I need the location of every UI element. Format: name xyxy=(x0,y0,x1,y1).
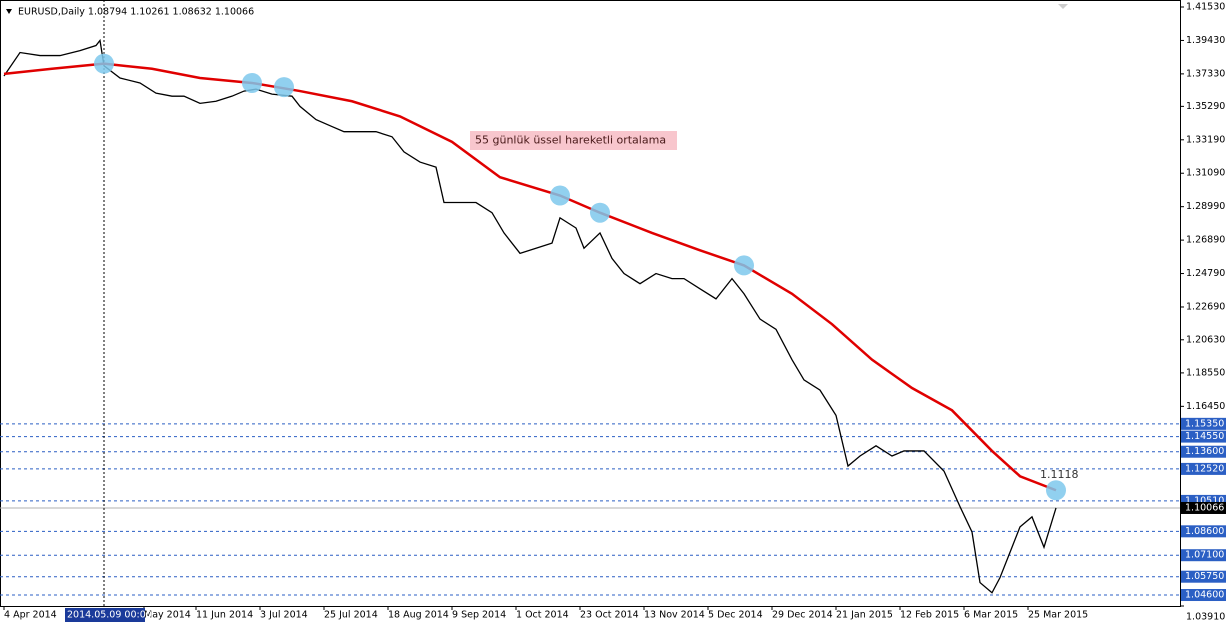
y-tick-label: 1.24790 xyxy=(1186,268,1225,279)
x-tick-label: May 2014 xyxy=(144,610,191,621)
y-tick-label: 1.31090 xyxy=(1186,168,1225,179)
level-label-box xyxy=(1181,417,1226,430)
level-label: 1.08600 xyxy=(1185,526,1224,537)
level-label-box xyxy=(1181,589,1226,602)
x-tick-label: 6 Mar 2015 xyxy=(964,610,1018,621)
price-line xyxy=(3,38,1057,594)
annotation: 55 günlük üssel hareketli ortalama xyxy=(475,134,666,147)
level-label-box xyxy=(1181,430,1226,443)
level-label: 1.12520 xyxy=(1185,463,1224,474)
x-tick-label: 29 Dec 2014 xyxy=(772,610,833,621)
touch-point xyxy=(734,255,754,276)
y-tick-label: 1.26890 xyxy=(1186,235,1225,246)
touch-point xyxy=(590,202,610,223)
ema-value-label: 1.1118 xyxy=(1040,468,1079,481)
menu-triangle xyxy=(6,9,12,14)
touch-point xyxy=(274,77,294,98)
y-tick-label: 1.22690 xyxy=(1186,301,1225,312)
level-label: 1.13600 xyxy=(1185,446,1224,457)
level-label: 1.04600 xyxy=(1185,590,1224,601)
level-label: 1.07100 xyxy=(1185,550,1224,561)
touch-point xyxy=(94,53,114,74)
level-label-box xyxy=(1181,549,1226,562)
chart-header: EURUSD,Daily 1.08794 1.10261 1.08632 1.1… xyxy=(18,7,254,18)
x-tick-label: 3 Jul 2014 xyxy=(260,610,308,621)
y-tick-label: 1.33190 xyxy=(1186,134,1225,145)
x-tick-label: 12 Feb 2015 xyxy=(900,610,959,621)
y-tick-label: 1.16450 xyxy=(1186,401,1225,412)
level-label-box xyxy=(1181,570,1226,583)
x-tick-label: 25 Jul 2014 xyxy=(324,610,378,621)
level-label-box xyxy=(1181,525,1226,538)
x-tick-label: 1 Oct 2014 xyxy=(516,610,569,621)
x-tick-label: 23 Oct 2014 xyxy=(580,610,639,621)
level-label: 1.05750 xyxy=(1185,571,1224,582)
x-tick-label: 9 Sep 2014 xyxy=(452,610,506,621)
x-tick-label: 11 Jun 2014 xyxy=(196,610,253,621)
x-tick-label: 4 Apr 2014 xyxy=(4,610,57,621)
annotation-box xyxy=(470,131,677,150)
x-tick-label: 18 Aug 2014 xyxy=(388,610,449,621)
x-tick-label: 25 Mar 2015 xyxy=(1028,610,1088,621)
plot-frame xyxy=(0,0,1181,607)
y-tick-label: 1.18550 xyxy=(1186,367,1225,378)
current-price-label: 1.10066 xyxy=(1185,502,1224,513)
y-tick-label: 1.03910 xyxy=(1186,612,1225,623)
x-tick-label: 13 Nov 2014 xyxy=(644,610,705,621)
touch-point xyxy=(1046,480,1066,501)
level-label: 1.10510 xyxy=(1185,495,1224,506)
level-label-box xyxy=(1181,445,1226,458)
shift-marker xyxy=(1058,4,1068,9)
current-price-box xyxy=(1181,501,1226,514)
y-tick-label: 1.41530 xyxy=(1186,2,1225,13)
y-tick-label: 1.39430 xyxy=(1186,35,1225,46)
touch-point xyxy=(242,72,262,93)
y-tick-label: 1.35290 xyxy=(1186,101,1225,112)
crosshair-label: 2014.05.09 00:00 xyxy=(67,610,152,621)
level-label: 1.14550 xyxy=(1185,431,1224,442)
x-tick-label: 5 Dec 2014 xyxy=(708,610,763,621)
crosshair-box xyxy=(65,608,145,622)
y-tick-label: 1.28990 xyxy=(1186,201,1225,212)
touch-point xyxy=(550,185,570,206)
x-tick-label: 21 Jan 2015 xyxy=(836,610,893,621)
y-tick-label: 1.37330 xyxy=(1186,68,1225,79)
level-label: 1.15350 xyxy=(1185,418,1224,429)
level-label-box xyxy=(1181,462,1226,475)
y-tick-label: 1.20630 xyxy=(1186,334,1225,345)
price-line xyxy=(3,62,1057,492)
